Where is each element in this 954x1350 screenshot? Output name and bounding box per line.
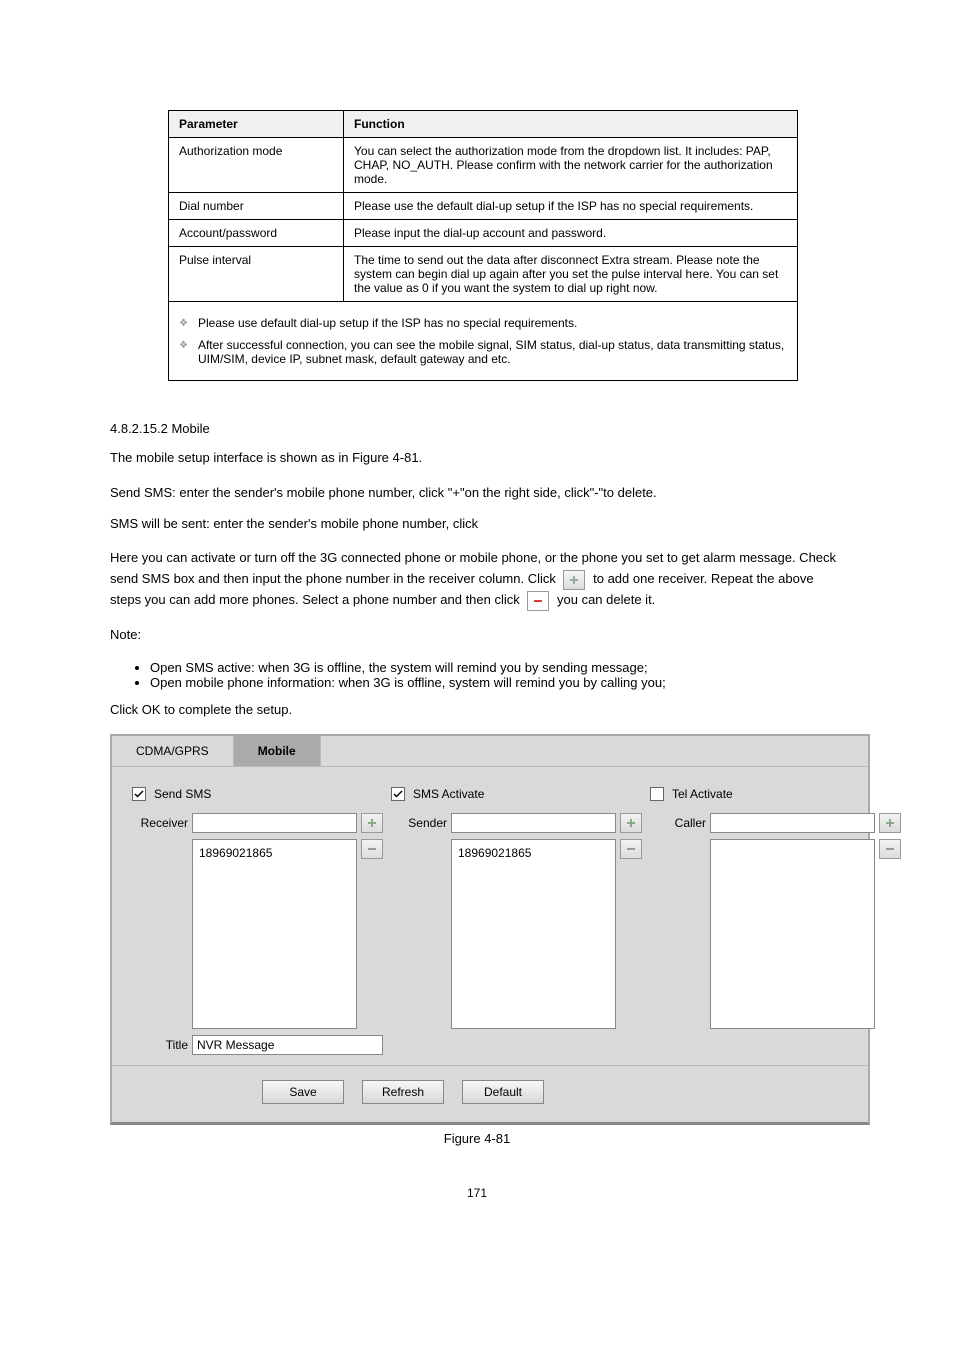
send-sms-label: Send SMS: [154, 787, 211, 801]
col-tel-activate: Tel Activate Caller: [650, 787, 901, 1055]
bullet-diamond-icon: ❖: [179, 340, 188, 351]
caller-label: Caller: [650, 816, 706, 830]
refresh-button[interactable]: Refresh: [362, 1080, 444, 1104]
receiver-add-button[interactable]: [361, 813, 383, 833]
tel-activate-label: Tel Activate: [672, 787, 733, 801]
caller-remove-button[interactable]: [879, 839, 901, 859]
col-send-sms: Send SMS Receiver 18969021865: [132, 787, 383, 1055]
sender-input[interactable]: [451, 813, 616, 833]
note-label: Note:: [110, 625, 844, 646]
plus-icon: [563, 570, 585, 590]
tab-cdma-gprs[interactable]: CDMA/GPRS: [112, 736, 234, 766]
table-row: Dial number Please use the default dial-…: [169, 193, 798, 220]
section-heading: 4.8.2.15.2 Mobile: [110, 421, 844, 436]
receiver-listbox[interactable]: 18969021865: [192, 839, 357, 1029]
list-item[interactable]: 18969021865: [456, 844, 611, 862]
receiver-label: Receiver: [132, 816, 188, 830]
table-bullet-row: ❖ Please use default dial-up setup if th…: [169, 302, 798, 381]
page-number: 171: [110, 1186, 844, 1200]
save-button[interactable]: Save: [262, 1080, 344, 1104]
note-item: Open mobile phone information: when 3G i…: [150, 675, 844, 690]
page-content: Parameter Function Authorization mode Yo…: [0, 0, 954, 1240]
col-sms-activate: SMS Activate Sender 18969021865: [391, 787, 642, 1055]
caller-input[interactable]: [710, 813, 875, 833]
note-item: Open SMS active: when 3G is offline, the…: [150, 660, 844, 675]
sender-label: Sender: [391, 816, 447, 830]
step-send-sms: Send SMS: enter the sender's mobile phon…: [110, 483, 844, 535]
tab-bar: CDMA/GPRS Mobile: [112, 736, 868, 767]
table-header-function: Function: [344, 111, 798, 138]
title-label: Title: [132, 1038, 188, 1052]
caller-add-button[interactable]: [879, 813, 901, 833]
sender-add-button[interactable]: [620, 813, 642, 833]
sender-listbox[interactable]: 18969021865: [451, 839, 616, 1029]
minus-icon: [527, 591, 549, 611]
default-button[interactable]: Default: [462, 1080, 544, 1104]
table-header-parameter: Parameter: [169, 111, 344, 138]
sender-remove-button[interactable]: [620, 839, 642, 859]
parameter-table: Parameter Function Authorization mode Yo…: [168, 110, 798, 381]
list-item[interactable]: 18969021865: [197, 844, 352, 862]
title-input[interactable]: [192, 1035, 383, 1055]
send-sms-checkbox[interactable]: [132, 787, 146, 801]
caller-listbox[interactable]: [710, 839, 875, 1029]
table-row: Account/password Please input the dial-u…: [169, 220, 798, 247]
last-line: Click OK to complete the setup.: [110, 700, 844, 721]
figure-caption: Figure 4-81: [110, 1131, 844, 1146]
bullet-diamond-icon: ❖: [179, 318, 188, 329]
intro-text: The mobile setup interface is shown as i…: [110, 448, 844, 469]
table-row: Pulse interval The time to send out the …: [169, 247, 798, 302]
receiver-remove-button[interactable]: [361, 839, 383, 859]
button-bar: Save Refresh Default: [112, 1065, 868, 1122]
sms-activate-checkbox[interactable]: [391, 787, 405, 801]
table-row: Authorization mode You can select the au…: [169, 138, 798, 193]
tab-mobile[interactable]: Mobile: [234, 736, 321, 766]
receiver-input[interactable]: [192, 813, 357, 833]
mobile-config-panel: CDMA/GPRS Mobile Send SMS Receiver: [110, 734, 870, 1125]
tel-activate-checkbox[interactable]: [650, 787, 664, 801]
sms-paragraph: Here you can activate or turn off the 3G…: [110, 548, 844, 610]
sms-activate-label: SMS Activate: [413, 787, 484, 801]
mobile-body: Send SMS Receiver 18969021865: [112, 767, 868, 1065]
note-list: Open SMS active: when 3G is offline, the…: [150, 660, 844, 690]
